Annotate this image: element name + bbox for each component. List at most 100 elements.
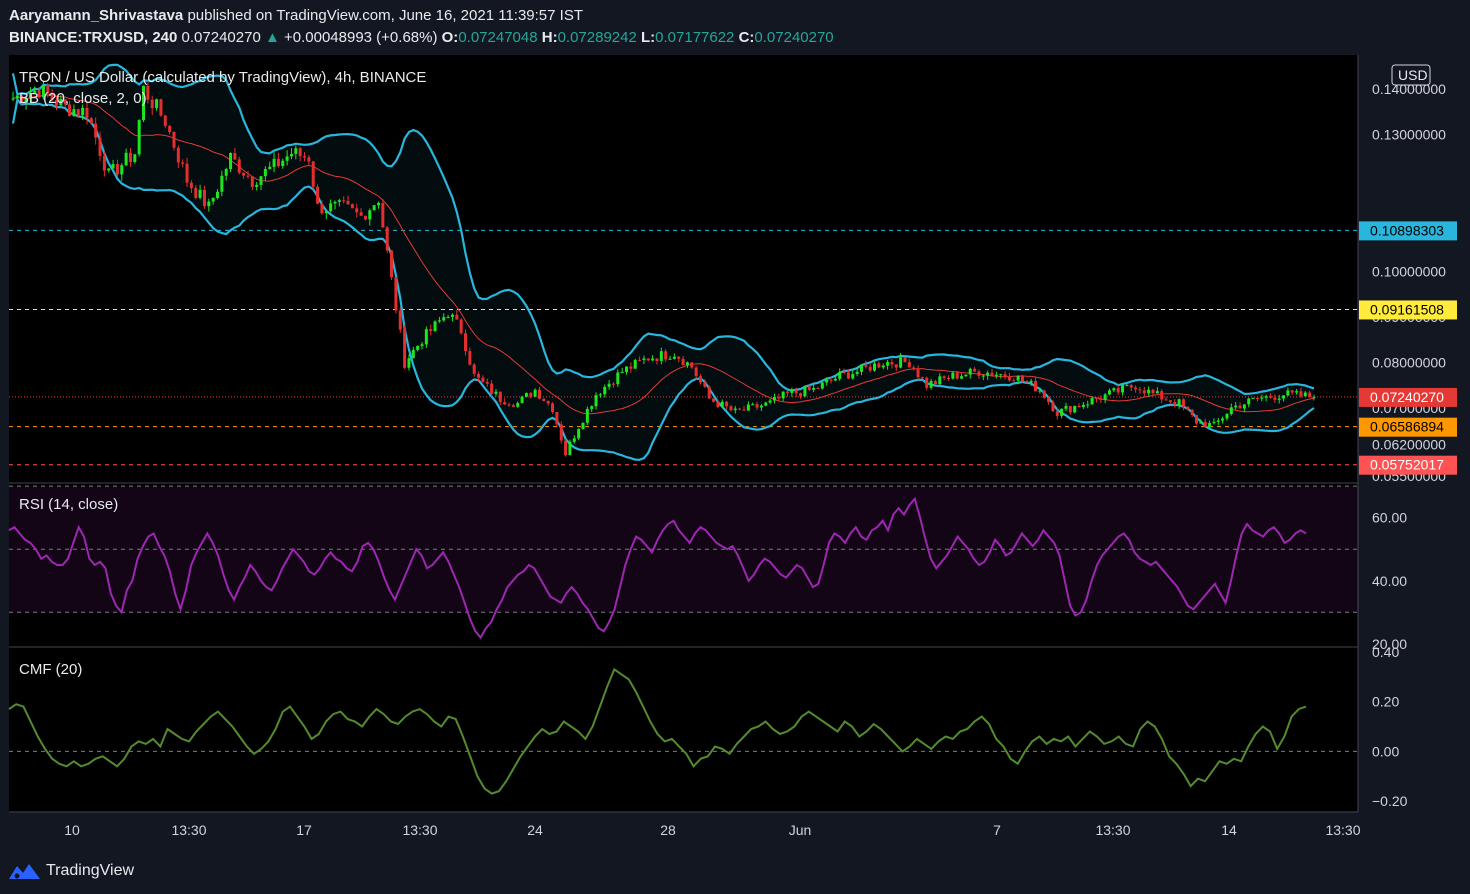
candle xyxy=(381,202,385,228)
candle xyxy=(625,366,629,372)
price-line-tag xyxy=(1359,300,1457,320)
candle xyxy=(977,371,981,376)
candle xyxy=(1199,421,1203,424)
candle xyxy=(350,204,354,209)
candle xyxy=(1303,392,1307,397)
candle xyxy=(68,104,72,117)
candle xyxy=(611,383,615,385)
candle xyxy=(633,359,637,369)
candle xyxy=(772,396,776,401)
candle xyxy=(59,99,63,106)
candle xyxy=(363,215,367,220)
candle xyxy=(1186,406,1190,410)
candle xyxy=(368,210,372,220)
candle xyxy=(1077,406,1081,408)
candle xyxy=(642,358,646,360)
publish-date: published on TradingView.com, June 16, 2… xyxy=(187,7,583,24)
currency-label: USD xyxy=(1398,67,1428,83)
candle xyxy=(172,132,176,148)
candle xyxy=(964,374,968,377)
candle xyxy=(729,406,733,411)
candle xyxy=(838,371,842,379)
candle xyxy=(311,161,315,187)
author-name[interactable]: Aaryamann_Shrivastava xyxy=(9,7,184,24)
candle xyxy=(829,379,833,381)
candle xyxy=(694,367,698,377)
time-tick: 13:30 xyxy=(1325,822,1360,838)
candle xyxy=(1121,385,1125,393)
candle xyxy=(524,393,528,397)
candle xyxy=(1203,421,1207,428)
candle xyxy=(1112,388,1116,391)
candle xyxy=(403,329,407,368)
candle xyxy=(511,405,515,407)
candle xyxy=(559,424,563,441)
candle xyxy=(472,364,476,374)
candle xyxy=(733,408,737,411)
candle xyxy=(764,402,768,406)
candle xyxy=(159,99,163,116)
price-line-label: 0.09161508 xyxy=(1370,301,1444,317)
candle xyxy=(825,379,829,383)
brand-name: TradingView xyxy=(46,862,135,879)
candle xyxy=(498,391,502,403)
candle xyxy=(1312,396,1316,398)
candle xyxy=(181,162,185,164)
candle xyxy=(24,98,28,103)
candle xyxy=(416,345,420,350)
candle xyxy=(664,351,668,360)
candle xyxy=(1073,406,1077,413)
candle xyxy=(1308,392,1312,398)
candle xyxy=(1290,390,1294,393)
candle xyxy=(1142,390,1146,394)
candle xyxy=(11,98,15,100)
up-triangle-icon: ▲ xyxy=(264,29,280,46)
candle xyxy=(577,429,581,439)
candle xyxy=(537,389,541,399)
candle xyxy=(1094,398,1098,400)
candle xyxy=(120,165,124,175)
candle xyxy=(163,115,167,126)
candle xyxy=(263,169,267,177)
candle xyxy=(133,154,137,163)
candle xyxy=(581,422,585,430)
candle xyxy=(742,409,746,411)
close-label: C: xyxy=(738,29,755,46)
candle xyxy=(250,176,254,187)
bb-lower xyxy=(11,97,1315,461)
candle xyxy=(1212,421,1216,424)
candle xyxy=(1060,408,1064,416)
candle xyxy=(520,396,524,403)
candle xyxy=(973,368,977,372)
candle xyxy=(1134,387,1138,390)
candle xyxy=(1025,381,1029,383)
candle xyxy=(394,277,398,311)
candle xyxy=(542,398,546,401)
candle xyxy=(41,84,45,98)
candle xyxy=(1260,397,1264,399)
candle xyxy=(851,373,855,379)
candle xyxy=(455,314,459,320)
low-label: L: xyxy=(640,29,656,46)
candle xyxy=(1003,374,1007,377)
candle xyxy=(994,374,998,376)
candle xyxy=(481,377,485,382)
tradingview-logo-icon xyxy=(9,864,40,879)
cmf-tick: 0.00 xyxy=(1372,743,1399,759)
candle xyxy=(1034,381,1038,392)
candle xyxy=(76,109,80,115)
candle xyxy=(1116,388,1120,393)
candle xyxy=(1038,390,1042,392)
candle xyxy=(220,175,224,192)
candle xyxy=(572,438,576,442)
candle xyxy=(1051,402,1055,412)
candle xyxy=(459,319,463,334)
candle xyxy=(1282,395,1286,399)
chart-canvas[interactable]: TRON / US Dollar (calculated by TradingV… xyxy=(0,55,1470,848)
candle xyxy=(1177,399,1181,406)
candle xyxy=(1225,413,1229,419)
rsi-tick: 20.00 xyxy=(1372,636,1407,652)
candle xyxy=(55,99,59,106)
candle xyxy=(185,163,189,183)
candle xyxy=(81,107,85,115)
